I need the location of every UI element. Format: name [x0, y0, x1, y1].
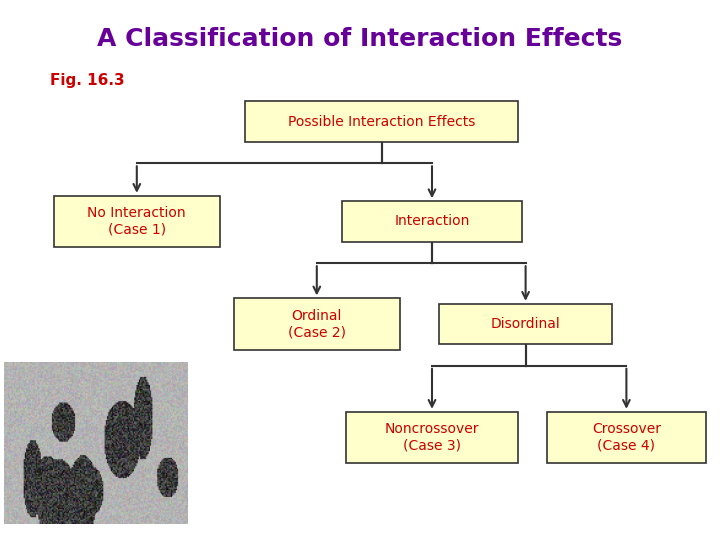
Text: No Interaction
(Case 1): No Interaction (Case 1)	[88, 206, 186, 237]
FancyBboxPatch shape	[547, 411, 706, 463]
Text: Fig. 16.3: Fig. 16.3	[50, 73, 125, 88]
Text: A Classification of Interaction Effects: A Classification of Interaction Effects	[97, 27, 623, 51]
FancyBboxPatch shape	[439, 303, 612, 345]
FancyBboxPatch shape	[342, 201, 522, 241]
FancyBboxPatch shape	[234, 298, 400, 350]
Text: Ordinal
(Case 2): Ordinal (Case 2)	[288, 309, 346, 339]
Text: Crossover
(Case 4): Crossover (Case 4)	[592, 422, 661, 453]
FancyBboxPatch shape	[54, 195, 220, 247]
Text: Interaction: Interaction	[395, 214, 469, 228]
FancyBboxPatch shape	[245, 102, 518, 141]
Text: Possible Interaction Effects: Possible Interaction Effects	[288, 114, 475, 129]
Text: Disordinal: Disordinal	[491, 317, 560, 331]
FancyBboxPatch shape	[346, 411, 518, 463]
Text: Noncrossover
(Case 3): Noncrossover (Case 3)	[384, 422, 480, 453]
